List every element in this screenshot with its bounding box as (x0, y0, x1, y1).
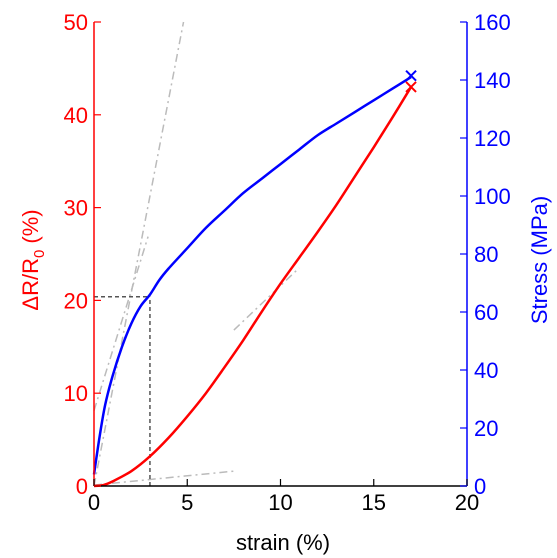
right-y-axis-label: Stress (MPa) (527, 196, 552, 324)
x-axis-label: strain (%) (236, 530, 330, 555)
axes (93, 21, 468, 487)
end-markers (405, 69, 417, 93)
construction-line-1 (93, 236, 149, 411)
x-tick-label-20: 20 (455, 490, 479, 515)
right-y-tick-label-160: 160 (474, 10, 511, 35)
construction-line-3 (233, 267, 300, 331)
right-y-tick-label-140: 140 (474, 68, 511, 93)
left-y-tick-label-0: 0 (76, 474, 88, 499)
left-y-axis-label: ΔR/R0 (%) (18, 209, 48, 310)
left-y-tick-label-40: 40 (64, 103, 88, 128)
stress-end-marker (405, 69, 417, 82)
right-y-tick-label-20: 20 (474, 416, 498, 441)
x-tick-label-0: 0 (88, 490, 100, 515)
construction-line-2 (93, 470, 234, 486)
x-tick-label-15: 15 (362, 490, 386, 515)
x-tick-label-5: 5 (181, 490, 193, 515)
stress-series-line (92, 76, 412, 475)
left-y-label-main: ΔR/R (18, 258, 43, 311)
right-y-tick-label-80: 80 (474, 242, 498, 267)
right-y-tick-label-0: 0 (474, 474, 486, 499)
left-y-label-unit: (%) (18, 209, 43, 249)
right-y-tick-label-40: 40 (474, 358, 498, 383)
right-y-tick-label-60: 60 (474, 300, 498, 325)
x-tick-label-10: 10 (268, 490, 292, 515)
right-y-tick-label-100: 100 (474, 184, 511, 209)
marker-stroke-b (405, 81, 417, 93)
left-y-tick-label-20: 20 (64, 288, 88, 313)
resistance-end-marker (405, 81, 417, 93)
marker-stroke-b (405, 69, 417, 82)
data-series (92, 76, 413, 488)
resistance-series-line (93, 86, 413, 488)
left-y-tick-label-30: 30 (64, 196, 88, 221)
construction-line-0 (93, 21, 185, 487)
left-y-tick-label-50: 50 (64, 10, 88, 35)
right-y-tick-label-120: 120 (474, 126, 511, 151)
left-y-label-subscript: 0 (31, 250, 48, 258)
construction-lines (93, 21, 300, 487)
left-y-tick-label-10: 10 (64, 381, 88, 406)
